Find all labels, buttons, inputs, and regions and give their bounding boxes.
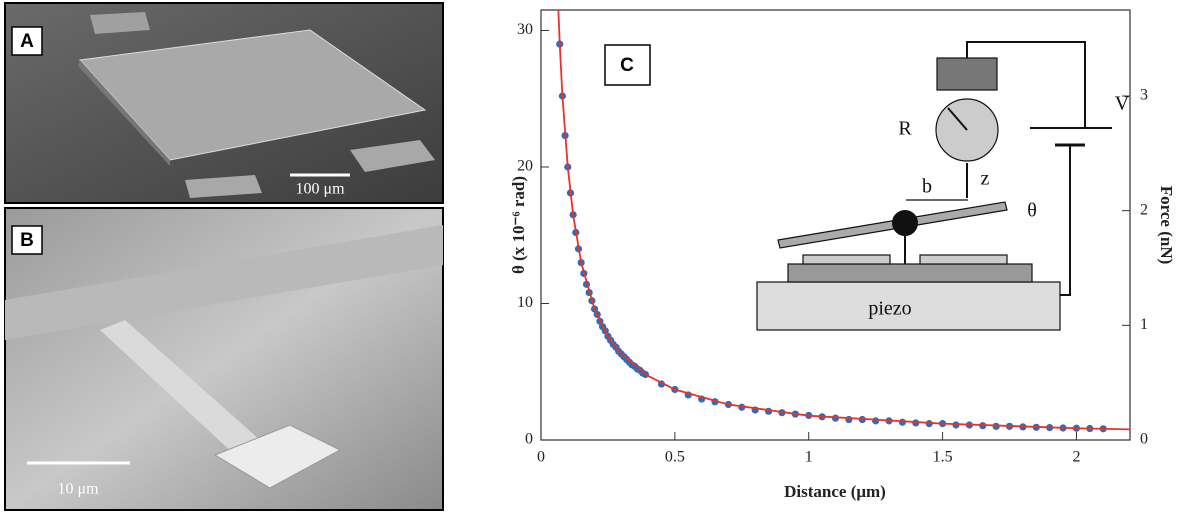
scale-bar-label: 100 μm (295, 181, 345, 198)
data-point (872, 417, 879, 424)
annotation: z (981, 168, 990, 190)
y-tick-label: 0 (525, 431, 533, 448)
y-tick-label: 10 (517, 294, 533, 311)
panel-label: C (620, 55, 634, 76)
panel-b: B 10 μm (5, 208, 443, 510)
page: {"panels": [{"label": "A", "scale_bar": … (0, 0, 1178, 512)
data-point (845, 416, 852, 423)
y-tick-label: 20 (517, 158, 533, 175)
y2-tick-label: 3 (1140, 87, 1148, 104)
annotation: θ (1027, 200, 1037, 222)
y2-axis-label: Force (nN) (1157, 186, 1176, 265)
inset-diagram (757, 42, 1112, 330)
x-tick-label: 0 (537, 449, 545, 466)
panel-label: B (20, 230, 34, 251)
y-axis-label: θ (x 10⁻⁶ rad) (509, 176, 528, 274)
annotation: b (922, 176, 932, 198)
scale-bar-label: 10 μm (57, 481, 99, 498)
x-tick-label: 1.5 (933, 449, 953, 466)
x-tick-label: 2 (1072, 449, 1080, 466)
x-tick-label: 0.5 (665, 449, 685, 466)
panel-a: A 100 μm (5, 3, 443, 203)
annotation: R (898, 118, 912, 140)
x-axis-label: Distance (μm) (784, 482, 886, 501)
x-tick-label: 1 (805, 449, 813, 466)
y-tick-label: 30 (517, 21, 533, 38)
figure: A 100 μm B 10 μm C R V z b θ piezo (0, 0, 1178, 512)
annotation: piezo (868, 298, 911, 320)
y2-tick-label: 0 (1140, 431, 1148, 448)
y2-tick-label: 2 (1140, 201, 1148, 218)
y2-tick-label: 1 (1140, 316, 1148, 333)
panel-label: A (20, 31, 34, 52)
